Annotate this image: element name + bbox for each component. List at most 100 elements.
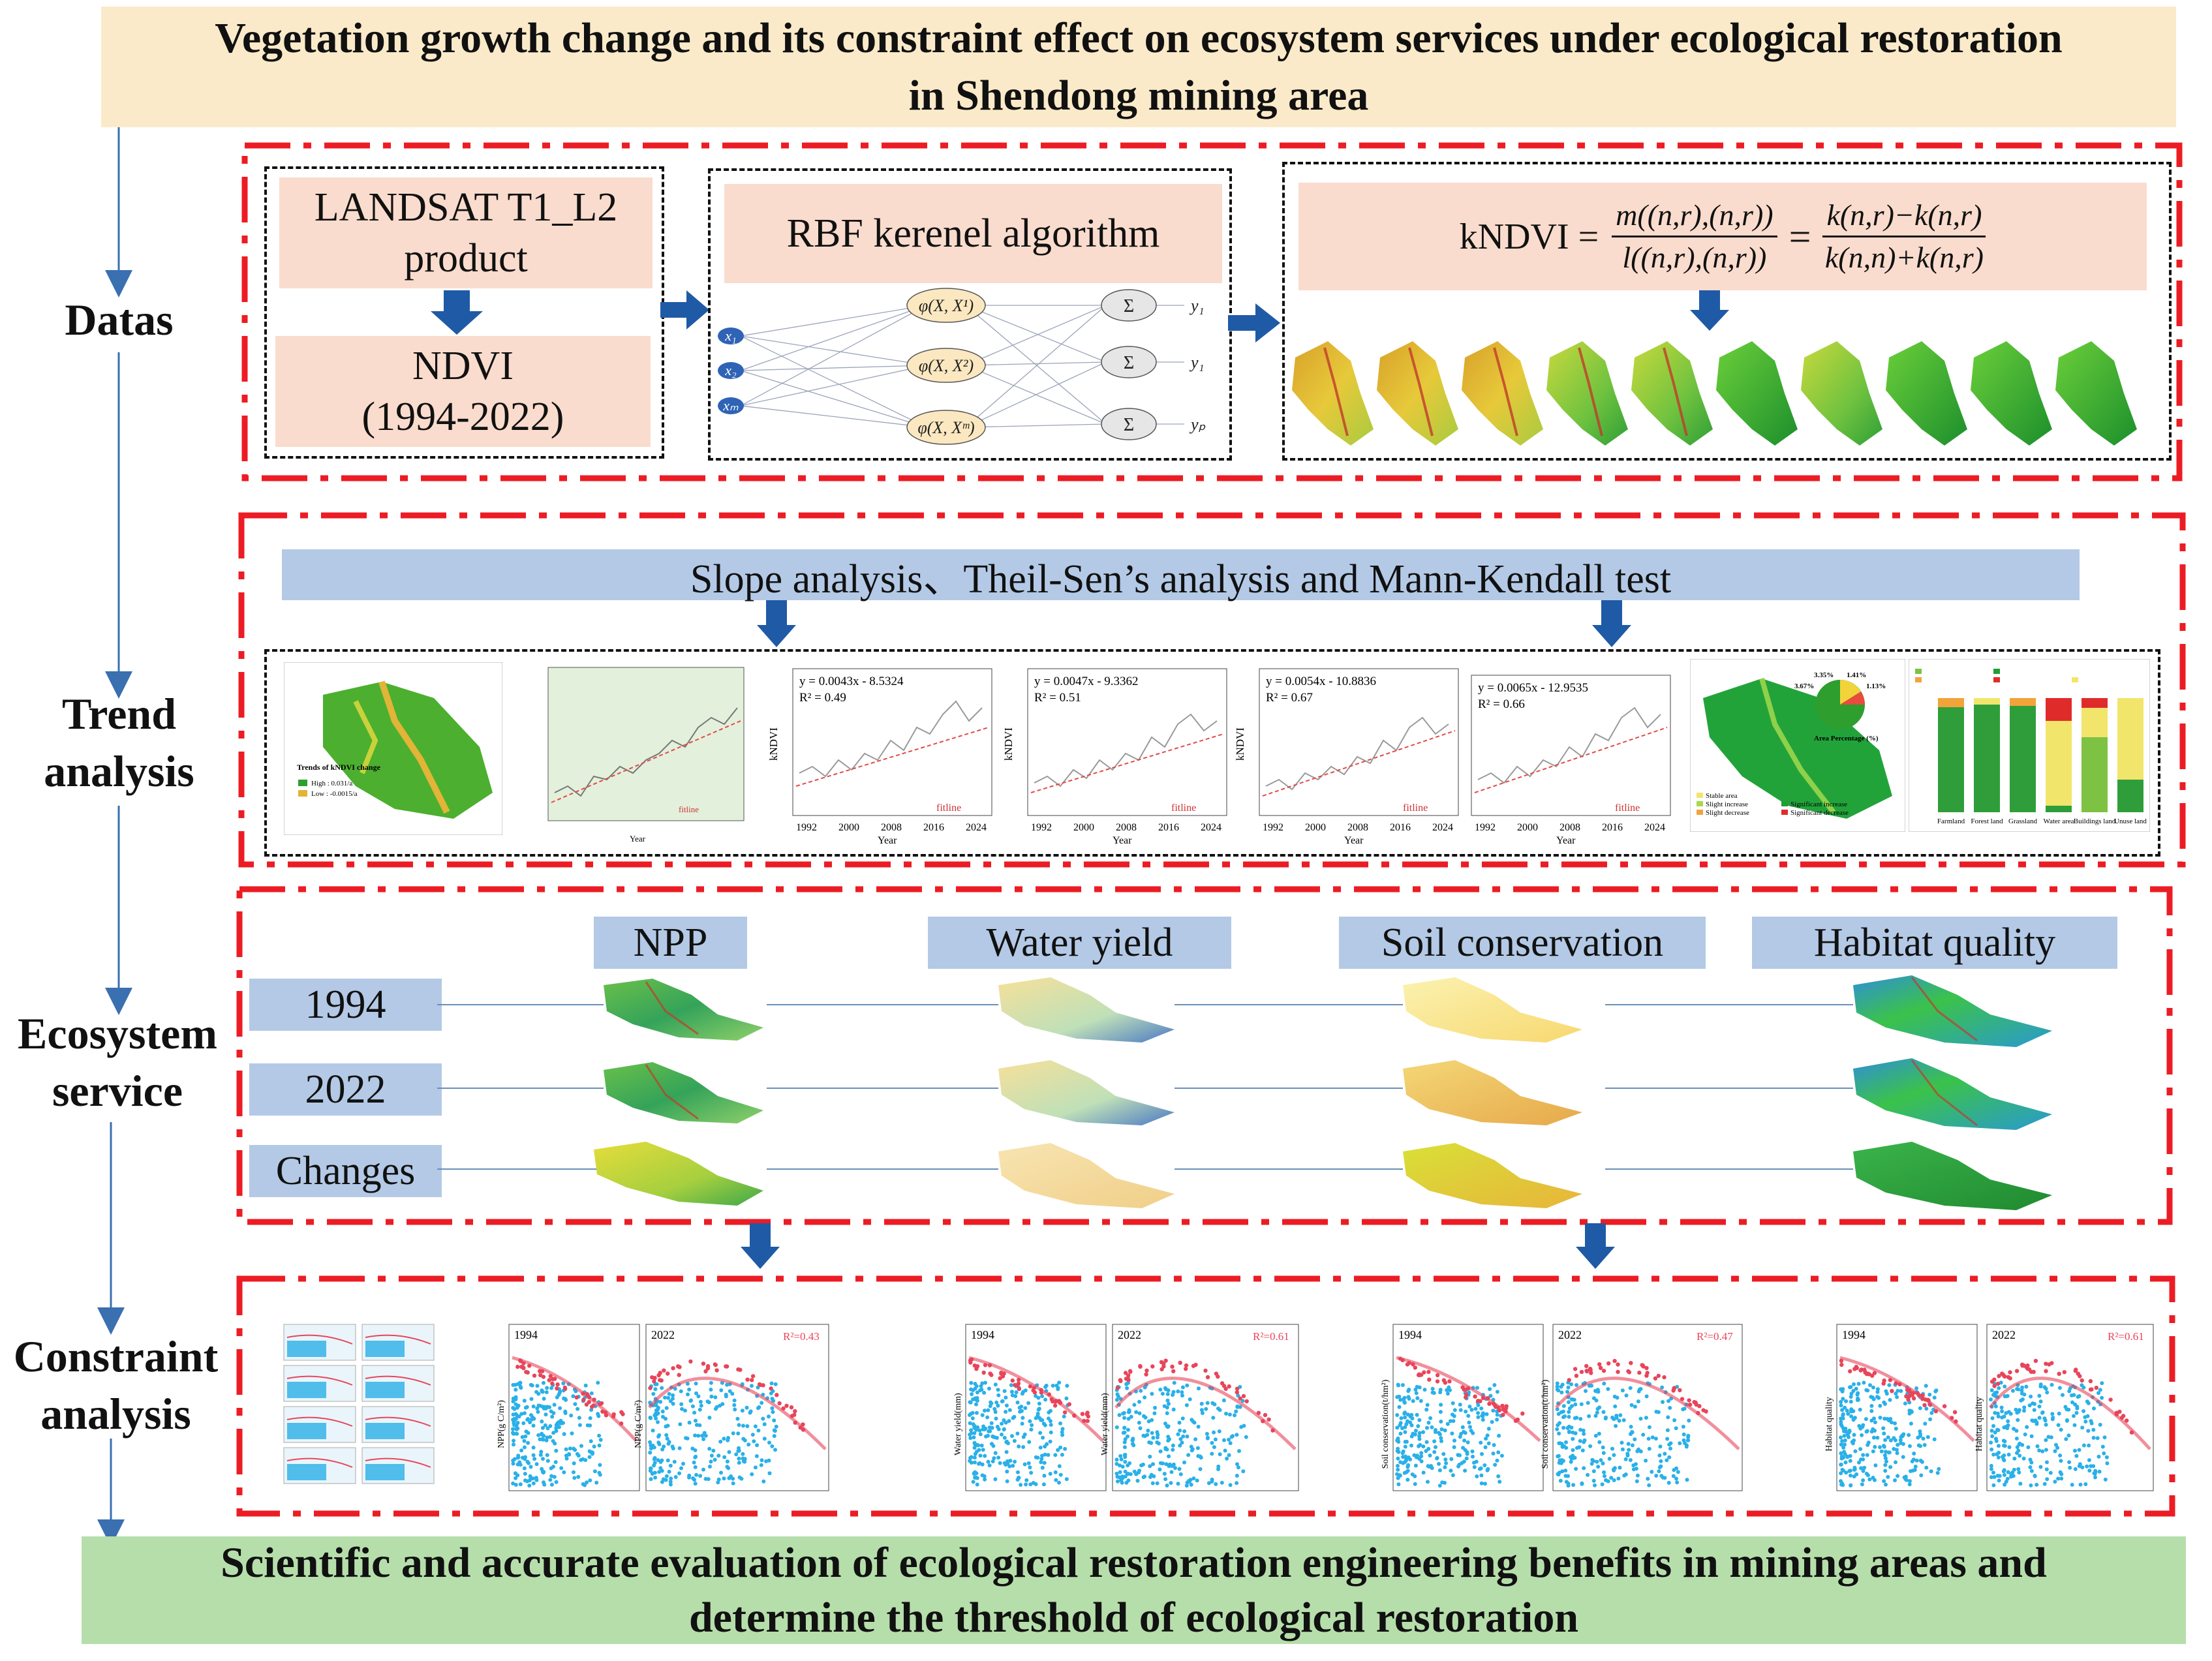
scatter-point bbox=[1486, 1467, 1490, 1471]
boundary-point bbox=[619, 1410, 624, 1414]
row-1994-text: 1994 bbox=[305, 982, 386, 1027]
boundary-point bbox=[1520, 1411, 1525, 1416]
scatter-point bbox=[992, 1456, 996, 1461]
scatter-point bbox=[1011, 1463, 1015, 1468]
scatter-point bbox=[2051, 1416, 2055, 1420]
scatter-point bbox=[1218, 1452, 1222, 1457]
kndvi-axis-1: kNDVI bbox=[767, 727, 780, 761]
scatter-point bbox=[1227, 1437, 1231, 1442]
boundary-point bbox=[1653, 1376, 1658, 1380]
scatter-point bbox=[1839, 1451, 1843, 1455]
scatter-point bbox=[1841, 1455, 1846, 1459]
boundary-point bbox=[1616, 1362, 1620, 1367]
xtick-2-1: 2000 bbox=[1073, 822, 1094, 833]
row-2022-label: 2022 bbox=[249, 1063, 442, 1116]
scatter-point bbox=[662, 1444, 666, 1449]
scatter-point bbox=[1437, 1431, 1441, 1435]
scatter-year-2: 1994 bbox=[971, 1328, 994, 1341]
scatter-point bbox=[1118, 1470, 1122, 1474]
scatter-point bbox=[1894, 1448, 1899, 1452]
scatter-point bbox=[713, 1395, 718, 1399]
scatter-point bbox=[1452, 1439, 1456, 1443]
scatter-point bbox=[974, 1410, 979, 1415]
scatter-point bbox=[2014, 1407, 2018, 1412]
scatter-point bbox=[1458, 1403, 1462, 1407]
scatter-point bbox=[660, 1469, 664, 1473]
trend-landuse-bar: Farmland Forest land Grassland Water are… bbox=[1909, 659, 2150, 832]
scatter-point bbox=[516, 1414, 520, 1418]
scatter-point bbox=[1483, 1445, 1488, 1450]
boundary-point bbox=[981, 1370, 986, 1375]
scatter-point bbox=[724, 1392, 728, 1397]
scatter-point bbox=[654, 1403, 658, 1408]
scatter-point bbox=[1482, 1463, 1487, 1467]
scatter-point bbox=[1571, 1430, 1575, 1435]
scatter-point bbox=[1051, 1384, 1055, 1388]
scatter-point bbox=[544, 1412, 548, 1417]
scatter-point bbox=[581, 1482, 585, 1486]
scatter-point bbox=[1210, 1440, 1214, 1445]
scatter-point bbox=[1058, 1445, 1063, 1450]
scatter-point bbox=[1199, 1401, 1204, 1406]
bar-cat-0: Farmland bbox=[1937, 817, 1965, 825]
scatter-point bbox=[1841, 1397, 1845, 1401]
scatter-point bbox=[548, 1478, 553, 1482]
boundary-point bbox=[1191, 1364, 1196, 1368]
scatter-point bbox=[514, 1482, 518, 1487]
scatter-point bbox=[1599, 1458, 1603, 1463]
scatter-point bbox=[651, 1392, 656, 1396]
boundary-point bbox=[1872, 1371, 1877, 1375]
scatter-point bbox=[1481, 1411, 1485, 1416]
scatter-point bbox=[542, 1397, 546, 1401]
scatter-point bbox=[1914, 1386, 1918, 1390]
scatter-point bbox=[583, 1458, 588, 1462]
scatter-point bbox=[1858, 1447, 1863, 1452]
scatter-point bbox=[1557, 1471, 1561, 1475]
scatter-point bbox=[1149, 1440, 1154, 1445]
scatter-point bbox=[1403, 1430, 1407, 1435]
scatter-point bbox=[1883, 1438, 1888, 1442]
scatter-point bbox=[654, 1411, 658, 1416]
boundary-point bbox=[1263, 1412, 1268, 1418]
scatter-point bbox=[1486, 1427, 1491, 1431]
scatter-point bbox=[523, 1472, 527, 1476]
scatter-point bbox=[1591, 1478, 1596, 1483]
scatter-point bbox=[1604, 1415, 1608, 1420]
scatter-point bbox=[1443, 1465, 1447, 1469]
scatter-ylabel-3: Water yield(mm) bbox=[1100, 1393, 1110, 1455]
boundary-point bbox=[999, 1370, 1004, 1375]
scatter-point bbox=[1641, 1433, 1646, 1437]
scatter-point bbox=[1452, 1408, 1457, 1412]
scatter-point bbox=[986, 1433, 990, 1438]
scatter-point bbox=[693, 1433, 698, 1438]
scatter-point bbox=[1235, 1433, 1239, 1437]
stage-ecosystem: Ecosystem service bbox=[0, 1005, 235, 1120]
boundary-point bbox=[1460, 1385, 1465, 1390]
boundary-point bbox=[1989, 1379, 1995, 1384]
legend-stable: Stable area bbox=[1706, 792, 1738, 800]
boundary-point bbox=[1184, 1367, 1188, 1371]
boundary-point bbox=[1616, 1369, 1620, 1374]
scatter-point bbox=[694, 1418, 698, 1423]
scatter-point bbox=[1989, 1397, 1993, 1402]
scatter-point bbox=[1130, 1439, 1135, 1442]
scatter-point bbox=[667, 1392, 671, 1396]
scatter-point bbox=[1444, 1461, 1449, 1465]
boundary-point bbox=[1612, 1358, 1617, 1364]
stage-constraint: Constraint analysis bbox=[0, 1328, 232, 1442]
scatter-point bbox=[571, 1394, 576, 1399]
scatter-point bbox=[1220, 1480, 1224, 1485]
boundary-point bbox=[1223, 1386, 1228, 1391]
scatter-point bbox=[755, 1443, 760, 1448]
scatter-point bbox=[1119, 1478, 1124, 1482]
scatter-point bbox=[1918, 1458, 1923, 1463]
scatter-point bbox=[1434, 1445, 1437, 1450]
scatter-point bbox=[512, 1407, 517, 1411]
scatter-point bbox=[1228, 1441, 1233, 1446]
scatter-point bbox=[986, 1459, 991, 1464]
trend-methods-header: Slope analysis、Theil-Sen’s analysis and … bbox=[282, 549, 2080, 602]
scatter-point bbox=[668, 1399, 673, 1403]
scatter-point bbox=[1046, 1453, 1051, 1457]
scatter-point bbox=[534, 1462, 539, 1467]
scatter-point bbox=[1595, 1459, 1599, 1464]
